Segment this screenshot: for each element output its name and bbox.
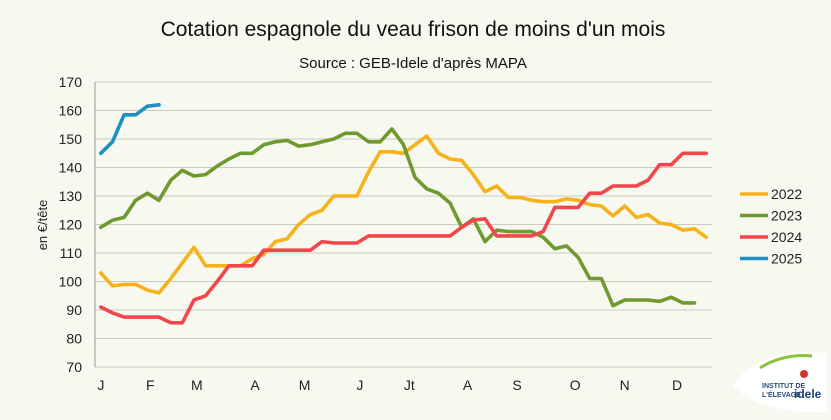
legend-label-2024: 2024 bbox=[771, 229, 802, 245]
x-tick-label: N bbox=[620, 377, 630, 393]
series-line-2022 bbox=[99, 134, 709, 295]
y-tick-label: 70 bbox=[66, 359, 82, 375]
x-axis-ticks: J F M A M J Jt A S O N D bbox=[97, 377, 682, 393]
series-line-2025 bbox=[99, 103, 161, 156]
x-tick-label: M bbox=[299, 377, 311, 393]
logo-line2: L'ÉLEVAGE bbox=[762, 390, 801, 399]
y-tick-label: 170 bbox=[59, 74, 83, 90]
logo-brand: idele bbox=[794, 387, 822, 401]
legend: 2022 2023 2024 2025 bbox=[740, 186, 802, 267]
idele-logo: INSTITUT DE L'ÉLEVAGE idele bbox=[733, 351, 827, 413]
legend-label-2023: 2023 bbox=[771, 208, 802, 224]
x-tick-label: A bbox=[250, 377, 260, 393]
legend-label-2022: 2022 bbox=[771, 186, 802, 202]
y-axis-ticks: 70 80 90 100 110 120 130 140 150 160 170 bbox=[59, 74, 83, 375]
chart-title: Cotation espagnole du veau frison de moi… bbox=[161, 18, 666, 41]
y-tick-label: 160 bbox=[59, 103, 83, 119]
series-lines bbox=[99, 103, 709, 325]
logo-line1: INSTITUT DE bbox=[762, 383, 805, 390]
y-axis-label: en €/tête bbox=[35, 200, 50, 251]
x-tick-label: S bbox=[512, 377, 521, 393]
y-tick-label: 150 bbox=[59, 131, 83, 147]
y-tick-label: 120 bbox=[59, 217, 83, 233]
series-line-2024 bbox=[99, 151, 709, 325]
x-tick-label: O bbox=[570, 377, 581, 393]
x-tick-label: J bbox=[97, 377, 104, 393]
x-tick-label: D bbox=[672, 377, 682, 393]
y-tick-label: 140 bbox=[59, 160, 83, 176]
x-tick-label: Jt bbox=[404, 377, 415, 393]
chart-subtitle: Source : GEB-Idele d'après MAPA bbox=[299, 55, 527, 72]
x-tick-label: F bbox=[146, 377, 155, 393]
y-tick-label: 90 bbox=[66, 302, 82, 318]
y-tick-label: 80 bbox=[66, 331, 82, 347]
legend-label-2025: 2025 bbox=[771, 251, 802, 267]
x-tick-label: A bbox=[463, 377, 473, 393]
x-tick-label: M bbox=[191, 377, 203, 393]
y-tick-label: 100 bbox=[59, 274, 83, 290]
y-tick-label: 110 bbox=[60, 245, 83, 261]
gridlines bbox=[94, 81, 712, 368]
y-tick-label: 130 bbox=[59, 188, 83, 204]
series-line-2023 bbox=[99, 127, 697, 308]
x-tick-label: J bbox=[356, 377, 363, 393]
